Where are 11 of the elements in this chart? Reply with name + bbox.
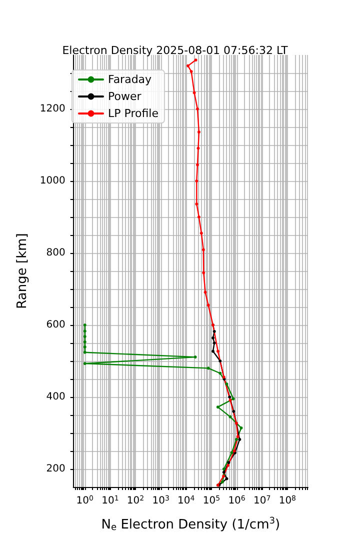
chart-title: Electron Density 2025-08-01 07:56:32 LT	[62, 44, 288, 57]
y-tick-label: 600	[46, 320, 66, 330]
y-tick-label: 400	[46, 392, 66, 402]
y-tick-label: 1200	[40, 104, 66, 114]
y-tick-label: 800	[46, 248, 66, 258]
y-tick-label: 1000	[40, 176, 66, 186]
legend-label: LP Profile	[108, 107, 159, 120]
y-axis-title: Range [km]	[15, 233, 30, 309]
legend-label: Faraday	[108, 73, 152, 86]
y-tick-label: 200	[46, 464, 66, 474]
legend-label: Power	[108, 90, 142, 103]
